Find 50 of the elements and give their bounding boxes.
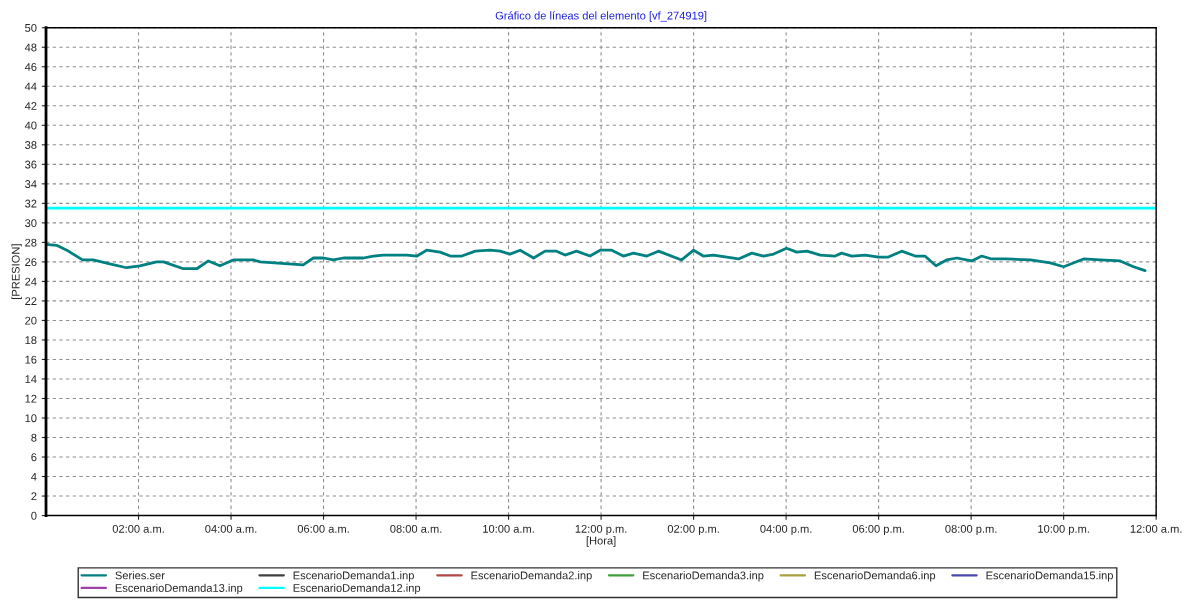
x-tick-label: 02:00 p.m. bbox=[667, 524, 719, 535]
legend-label: EscenarioDemanda12.inp bbox=[293, 583, 421, 595]
x-tick-label: 06:00 a.m. bbox=[297, 524, 349, 533]
legend-label: EscenarioDemanda13.inp bbox=[115, 583, 243, 595]
x-tick-label: 04:00 a.m. bbox=[205, 524, 257, 533]
line-series bbox=[46, 242, 1147, 273]
y-tick-label: 8 bbox=[31, 433, 37, 442]
y-tick-label: 28 bbox=[25, 238, 37, 247]
legend-label: EscenarioDemanda6.inp bbox=[814, 571, 936, 582]
y-tick-label: 24 bbox=[25, 277, 37, 286]
y-tick-label: 22 bbox=[25, 297, 37, 305]
y-tick-label: 34 bbox=[25, 180, 37, 188]
y-tick-label: 18 bbox=[25, 336, 37, 345]
x-tick-label: 08:00 a.m. bbox=[390, 524, 442, 533]
x-tick-label: 10:00 p.m. bbox=[1038, 524, 1089, 535]
x-tick-label: 02:00 a.m. bbox=[112, 524, 164, 533]
y-tick-label: 2 bbox=[31, 492, 37, 501]
y-tick-label: 36 bbox=[25, 160, 37, 169]
y-tick-label: 44 bbox=[24, 82, 37, 91]
y-tick-label: 42 bbox=[24, 102, 37, 110]
y-tick-label: 30 bbox=[25, 219, 37, 227]
y-tick-label: 0 bbox=[31, 511, 37, 520]
x-tick-label: 12:00 a.m. bbox=[1130, 524, 1182, 533]
y-tick-label: 12 bbox=[25, 394, 37, 403]
legend-label: EscenarioDemanda2.inp bbox=[471, 571, 592, 582]
y-tick-label: 40 bbox=[24, 121, 37, 130]
x-tick-label: 12:00 p.m. bbox=[575, 524, 627, 535]
y-tick-label: 38 bbox=[25, 141, 37, 149]
y-tick-label: 16 bbox=[25, 355, 37, 364]
y-tick-label: 26 bbox=[25, 258, 37, 267]
x-tick-label: 08:00 p.m. bbox=[945, 524, 997, 535]
y-tick-label: 20 bbox=[25, 316, 37, 325]
y-tick-label: 32 bbox=[25, 199, 37, 208]
legend-label: EscenarioDemanda15.inp bbox=[986, 571, 1113, 582]
legend-label: EscenarioDemanda3.inp bbox=[643, 571, 764, 582]
y-tick-label: 46 bbox=[24, 63, 37, 71]
y-tick-label: 14 bbox=[25, 375, 37, 383]
x-axis-title: [Hora] bbox=[586, 536, 616, 547]
y-tick-label: 50 bbox=[25, 24, 37, 32]
y-tick-label: 6 bbox=[31, 453, 37, 462]
x-tick-label: 10:00 a.m. bbox=[483, 524, 534, 533]
legend-label: EscenarioDemanda1.inp bbox=[293, 571, 414, 582]
legend-label: Series.ser bbox=[115, 571, 165, 580]
y-tick-label: 48 bbox=[24, 43, 37, 52]
y-tick-label: 10 bbox=[25, 414, 37, 423]
x-tick-label: 04:00 p.m. bbox=[760, 524, 812, 535]
y-tick-label: 4 bbox=[31, 472, 37, 481]
y-axis-title: [PRESION] bbox=[11, 244, 22, 299]
x-tick-label: 06:00 p.m. bbox=[852, 524, 904, 535]
chart-title: Gráfico de líneas del elemento [vf_274919] bbox=[495, 11, 707, 22]
